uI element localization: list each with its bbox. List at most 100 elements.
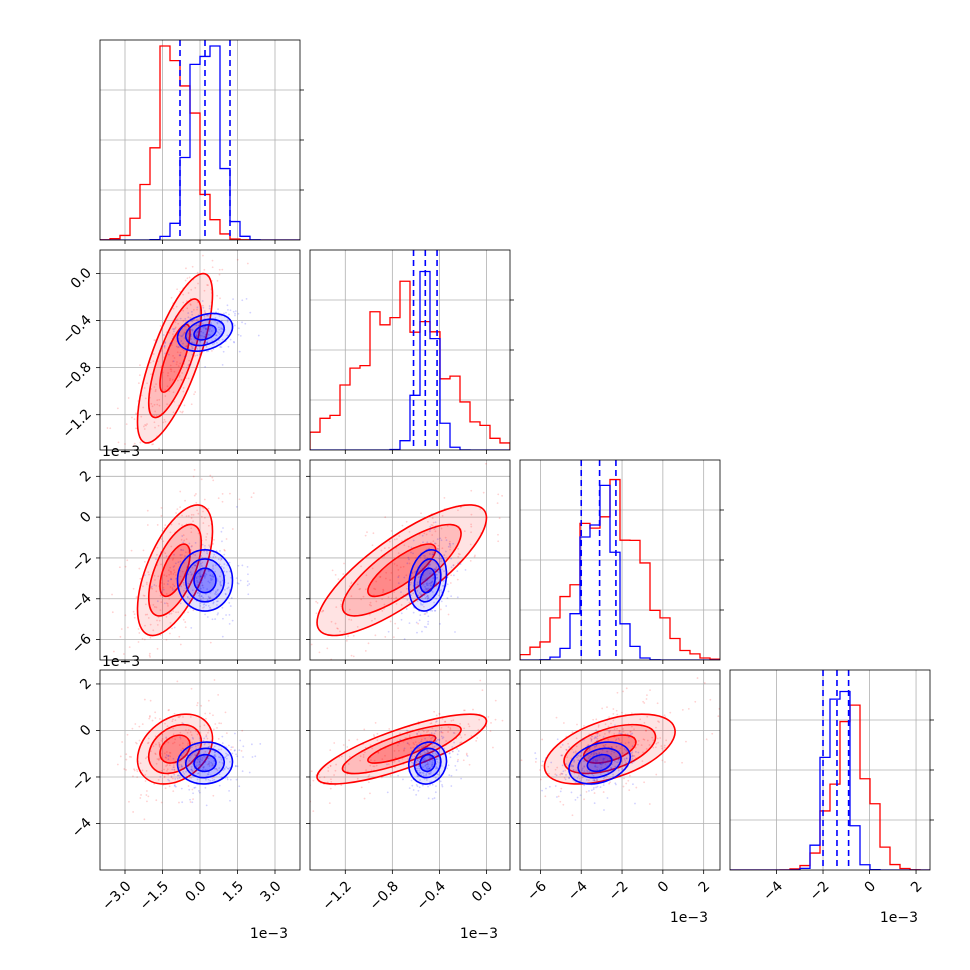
sample-point [593, 786, 595, 789]
sample-point [197, 772, 199, 775]
sample-point [424, 743, 427, 746]
sample-point [563, 777, 566, 779]
sample-point [621, 752, 624, 755]
sample-point [418, 771, 421, 774]
sample-point [554, 768, 557, 771]
sample-point [184, 325, 186, 328]
sample-point [494, 718, 497, 721]
sample-point [203, 315, 206, 318]
sample-point [440, 591, 443, 594]
sample-point [561, 754, 563, 757]
sample-point [463, 530, 466, 533]
sample-point [437, 594, 440, 597]
sample-point [433, 609, 436, 612]
sample-point [447, 572, 450, 575]
sample-point [370, 604, 372, 607]
sample-point [157, 758, 160, 761]
sample-point [206, 773, 209, 776]
sample-point [148, 717, 151, 720]
sample-point [560, 754, 563, 757]
sample-point [459, 506, 462, 509]
histogram-panel-1 [309, 249, 514, 454]
sample-point [449, 546, 452, 548]
sample-point [596, 766, 599, 769]
sample-point [151, 443, 153, 446]
sample-point [199, 758, 202, 761]
sample-point [219, 581, 222, 584]
sample-point [230, 576, 232, 579]
sample-point [406, 562, 409, 565]
sample-point [191, 347, 194, 350]
sample-point [187, 332, 190, 335]
sample-point [169, 632, 171, 635]
sample-point [207, 745, 210, 748]
blue-density-fill [420, 754, 436, 772]
sample-point [304, 773, 306, 775]
sample-point [409, 588, 412, 591]
sample-point [390, 530, 393, 532]
sample-point [128, 695, 130, 697]
sample-point [360, 565, 362, 568]
sample-point [470, 531, 472, 534]
sample-point [384, 636, 387, 638]
sample-point [217, 331, 220, 334]
sample-point [595, 779, 598, 782]
sample-point [155, 606, 158, 609]
sample-point [163, 574, 166, 577]
sample-point [236, 755, 239, 758]
sample-point [410, 757, 413, 760]
sample-point [166, 374, 169, 377]
sample-point [197, 591, 199, 594]
sample-point [175, 611, 177, 614]
sample-point [422, 766, 424, 769]
sample-point [226, 753, 229, 756]
sample-point [434, 568, 437, 571]
sample-point [222, 769, 225, 772]
sample-point [211, 779, 214, 782]
blue-contour [408, 548, 448, 612]
sample-point [166, 725, 169, 728]
sample-point [391, 761, 394, 763]
sample-point [202, 522, 205, 524]
sample-point [711, 732, 714, 735]
sample-point [403, 747, 406, 750]
sample-point [403, 544, 406, 547]
sample-point [565, 774, 567, 776]
sample-point [153, 386, 156, 388]
sample-point [436, 570, 439, 573]
sample-point [434, 767, 437, 770]
sample-point [242, 756, 244, 758]
sample-point [197, 572, 200, 575]
sample-point [579, 794, 582, 797]
sample-point [163, 775, 166, 778]
sample-point [162, 334, 165, 336]
sample-point [158, 718, 161, 720]
sample-point [176, 288, 179, 291]
sample-point [343, 562, 345, 565]
sample-point [426, 750, 429, 753]
sample-point [602, 784, 605, 787]
sample-point [135, 768, 138, 771]
sample-point [423, 594, 426, 597]
sample-point [205, 573, 208, 576]
sample-point [306, 627, 308, 629]
sample-point [334, 784, 337, 787]
sample-point [211, 618, 214, 621]
sample-point [397, 774, 400, 777]
sample-point [607, 725, 610, 728]
sample-point [368, 613, 371, 616]
sample-point [158, 743, 161, 746]
sample-point [418, 786, 421, 789]
sample-point [182, 320, 185, 322]
sample-point [189, 801, 192, 803]
sample-point [583, 798, 585, 801]
sample-point [393, 538, 396, 541]
sample-point [194, 745, 197, 748]
sample-point [169, 570, 172, 573]
sample-point [431, 517, 434, 519]
sample-point [119, 695, 121, 697]
sample-point [208, 712, 211, 715]
sample-point [427, 520, 429, 523]
sample-point [642, 751, 644, 754]
sample-point [408, 558, 410, 561]
